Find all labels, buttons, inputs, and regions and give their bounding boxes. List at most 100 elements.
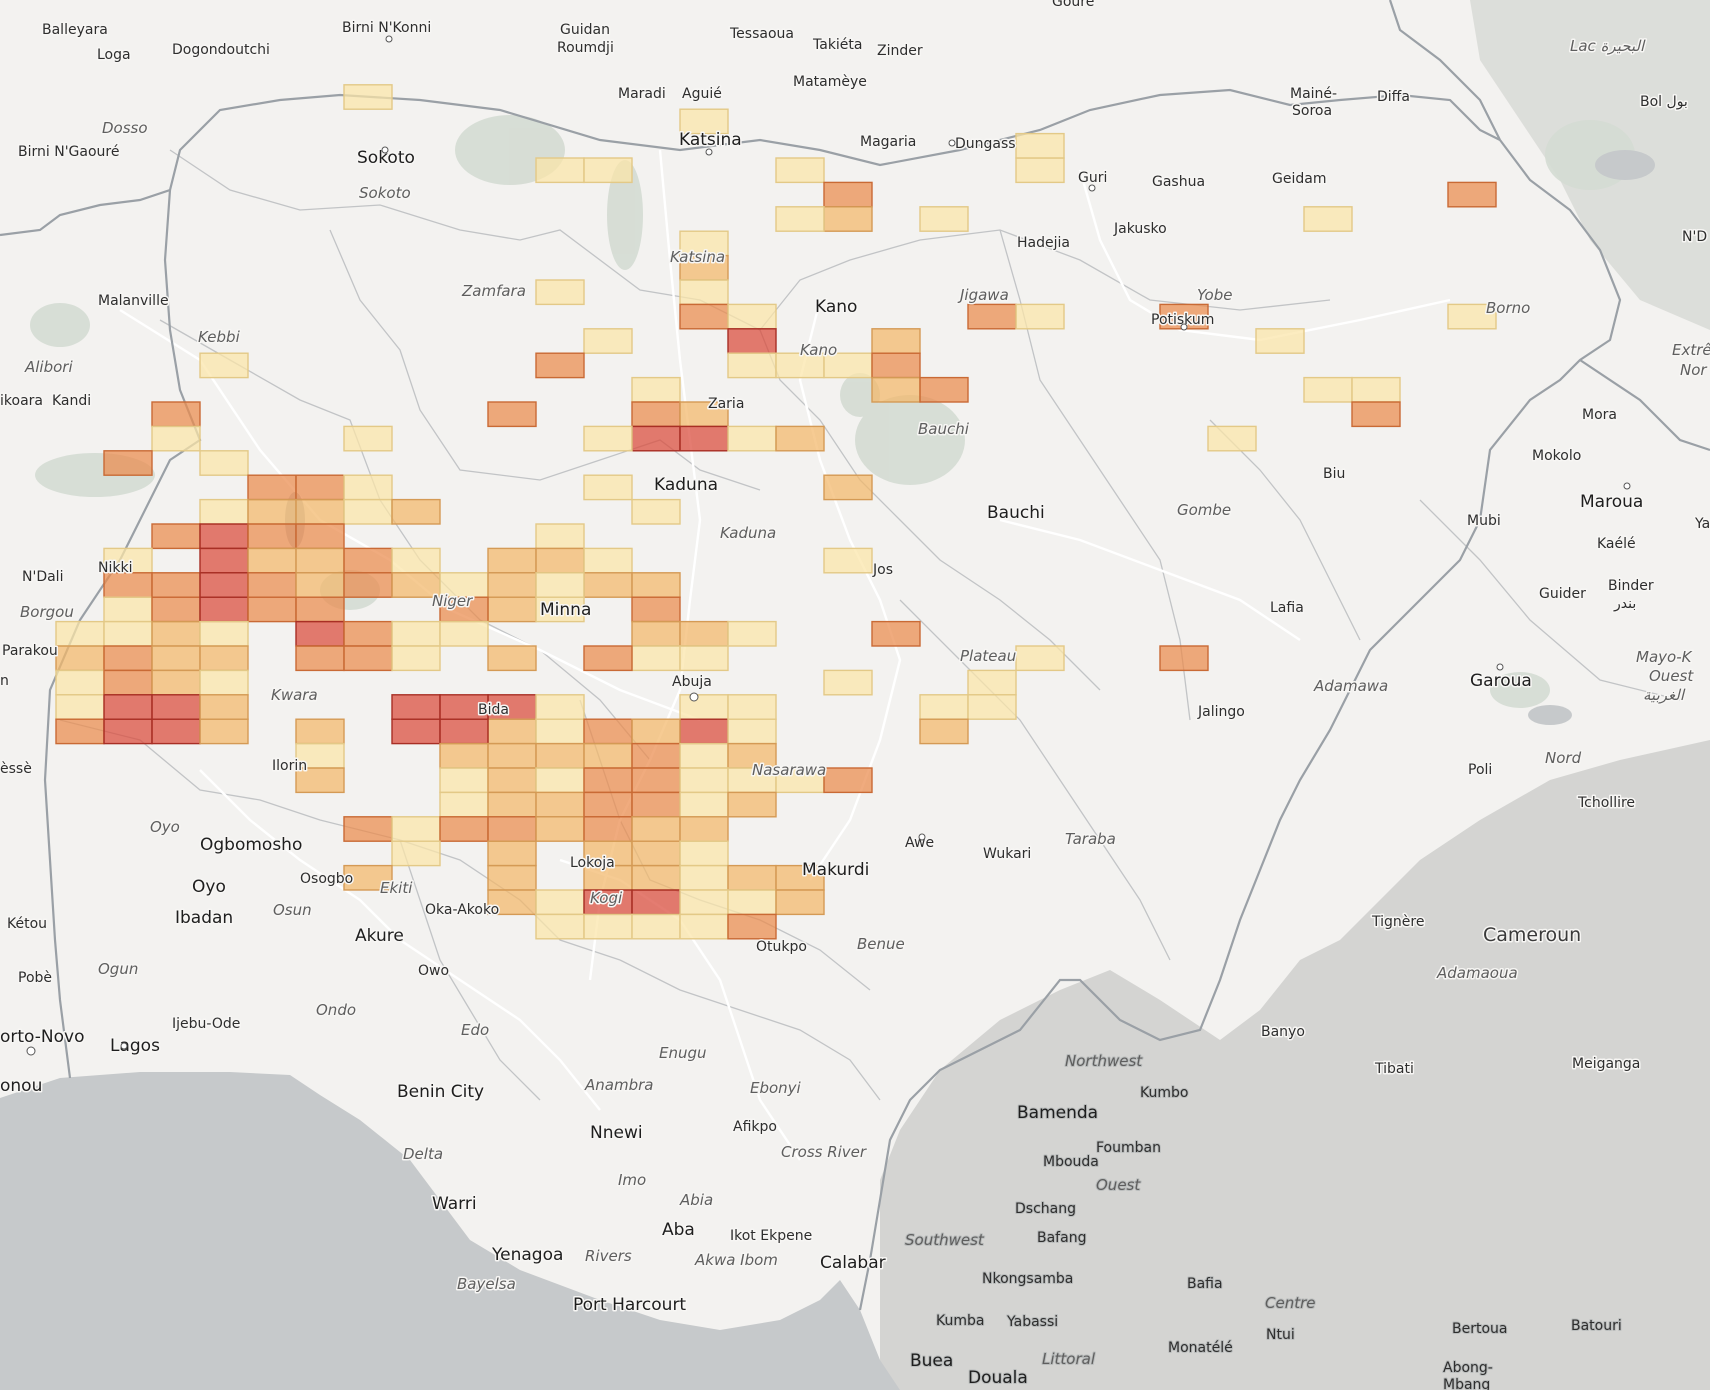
heatmap-bin[interactable] bbox=[487, 889, 537, 916]
heatmap-bin[interactable] bbox=[391, 694, 441, 720]
heatmap-bin[interactable] bbox=[295, 742, 345, 769]
heatmap-bin[interactable] bbox=[487, 645, 537, 672]
heatmap-bin[interactable] bbox=[823, 474, 873, 501]
heatmap-bin[interactable] bbox=[151, 645, 201, 672]
heatmap-bin[interactable] bbox=[439, 767, 489, 794]
heatmap-bin[interactable] bbox=[391, 572, 441, 598]
heatmap-bin[interactable] bbox=[487, 742, 537, 769]
heatmap-bin[interactable] bbox=[1015, 645, 1065, 672]
heatmap-bin[interactable] bbox=[439, 572, 489, 598]
heatmap-bin[interactable] bbox=[439, 718, 489, 745]
heatmap-bin[interactable] bbox=[247, 596, 297, 623]
heatmap-bin[interactable] bbox=[775, 206, 825, 232]
heatmap-bin[interactable] bbox=[1015, 132, 1065, 159]
heatmap-bin[interactable] bbox=[823, 352, 873, 379]
heatmap-bin[interactable] bbox=[535, 889, 585, 916]
heatmap-bin[interactable] bbox=[55, 669, 105, 696]
heatmap-bin[interactable] bbox=[679, 425, 729, 452]
heatmap-bin[interactable] bbox=[199, 450, 249, 476]
heatmap-bin[interactable] bbox=[295, 474, 345, 501]
heatmap-bin[interactable] bbox=[679, 279, 729, 306]
heatmap-bin[interactable] bbox=[631, 913, 681, 940]
heatmap-bin[interactable] bbox=[487, 401, 537, 428]
heatmap-bin[interactable] bbox=[1351, 401, 1401, 428]
heatmap-bin[interactable] bbox=[151, 572, 201, 598]
heatmap-bin[interactable] bbox=[151, 669, 201, 696]
heatmap-bin[interactable] bbox=[391, 645, 441, 672]
heatmap-bin[interactable] bbox=[871, 352, 921, 379]
heatmap-bin[interactable] bbox=[583, 791, 633, 818]
heatmap-bin[interactable] bbox=[727, 913, 777, 940]
heatmap-bin[interactable] bbox=[679, 718, 729, 745]
heatmap-bin[interactable] bbox=[199, 523, 249, 550]
heatmap-bin[interactable] bbox=[151, 596, 201, 623]
heatmap-bin[interactable] bbox=[679, 864, 729, 891]
heatmap-bin[interactable] bbox=[679, 108, 729, 135]
heatmap-bin[interactable] bbox=[343, 474, 393, 501]
heatmap-bin[interactable] bbox=[487, 767, 537, 794]
heatmap-bin[interactable] bbox=[631, 889, 681, 916]
heatmap-bin[interactable] bbox=[727, 718, 777, 745]
heatmap-bin[interactable] bbox=[343, 547, 393, 574]
heatmap-bin[interactable] bbox=[343, 620, 393, 647]
heatmap-bin[interactable] bbox=[631, 645, 681, 672]
heatmap-bin[interactable] bbox=[631, 742, 681, 769]
heatmap-bin[interactable] bbox=[1351, 376, 1401, 403]
heatmap-bin[interactable] bbox=[103, 620, 153, 647]
heatmap-bin[interactable] bbox=[679, 230, 729, 257]
heatmap-bin[interactable] bbox=[871, 376, 921, 403]
heatmap-bin[interactable] bbox=[439, 596, 489, 623]
heatmap-bin[interactable] bbox=[343, 84, 393, 110]
heatmap-bin[interactable] bbox=[295, 718, 345, 745]
heatmap-bin[interactable] bbox=[727, 694, 777, 720]
heatmap-bin[interactable] bbox=[151, 523, 201, 550]
heatmap-bin[interactable] bbox=[679, 840, 729, 867]
heatmap-bin[interactable] bbox=[967, 303, 1017, 330]
heatmap-bin[interactable] bbox=[775, 767, 825, 794]
heatmap-bin[interactable] bbox=[391, 620, 441, 647]
heatmap-bin[interactable] bbox=[487, 864, 537, 891]
heatmap-bin[interactable] bbox=[679, 620, 729, 647]
heatmap-bin[interactable] bbox=[679, 816, 729, 842]
heatmap-bin[interactable] bbox=[535, 742, 585, 769]
heatmap-bin[interactable] bbox=[583, 840, 633, 867]
heatmap-bin[interactable] bbox=[583, 645, 633, 672]
heatmap-bin[interactable] bbox=[439, 742, 489, 769]
heatmap-bin[interactable] bbox=[727, 620, 777, 647]
heatmap-bin[interactable] bbox=[679, 767, 729, 794]
heatmap-bin[interactable] bbox=[679, 791, 729, 818]
heatmap-bin[interactable] bbox=[535, 279, 585, 306]
heatmap-bin[interactable] bbox=[487, 596, 537, 623]
heatmap-bin[interactable] bbox=[535, 913, 585, 940]
heatmap-bin[interactable] bbox=[487, 791, 537, 818]
heatmap-bin[interactable] bbox=[631, 767, 681, 794]
heatmap-bin[interactable] bbox=[487, 572, 537, 598]
heatmap-bin[interactable] bbox=[583, 547, 633, 574]
heatmap-bin[interactable] bbox=[631, 620, 681, 647]
heatmap-bin[interactable] bbox=[103, 718, 153, 745]
heatmap-bin[interactable] bbox=[583, 816, 633, 842]
heatmap-bin[interactable] bbox=[103, 694, 153, 720]
heatmap-bin[interactable] bbox=[775, 889, 825, 916]
heatmap-bin[interactable] bbox=[583, 425, 633, 452]
heatmap-bin[interactable] bbox=[199, 669, 249, 696]
heatmap-bin[interactable] bbox=[343, 572, 393, 598]
heatmap-bin[interactable] bbox=[631, 864, 681, 891]
heatmap-bin[interactable] bbox=[583, 474, 633, 501]
heatmap-bin[interactable] bbox=[631, 718, 681, 745]
heatmap-bin[interactable] bbox=[535, 718, 585, 745]
heatmap-bin[interactable] bbox=[55, 718, 105, 745]
heatmap-bin[interactable] bbox=[727, 303, 777, 330]
heatmap-bin[interactable] bbox=[295, 596, 345, 623]
heatmap-bin[interactable] bbox=[727, 742, 777, 769]
heatmap-bin[interactable] bbox=[631, 816, 681, 842]
heatmap-bin[interactable] bbox=[535, 791, 585, 818]
heatmap-bin[interactable] bbox=[55, 620, 105, 647]
heatmap-bin[interactable] bbox=[1447, 181, 1497, 208]
heatmap-bin[interactable] bbox=[247, 498, 297, 525]
heatmap-bin[interactable] bbox=[151, 718, 201, 745]
heatmap-bin[interactable] bbox=[823, 767, 873, 794]
heatmap-bin[interactable] bbox=[583, 572, 633, 598]
heatmap-bin[interactable] bbox=[1447, 303, 1497, 330]
